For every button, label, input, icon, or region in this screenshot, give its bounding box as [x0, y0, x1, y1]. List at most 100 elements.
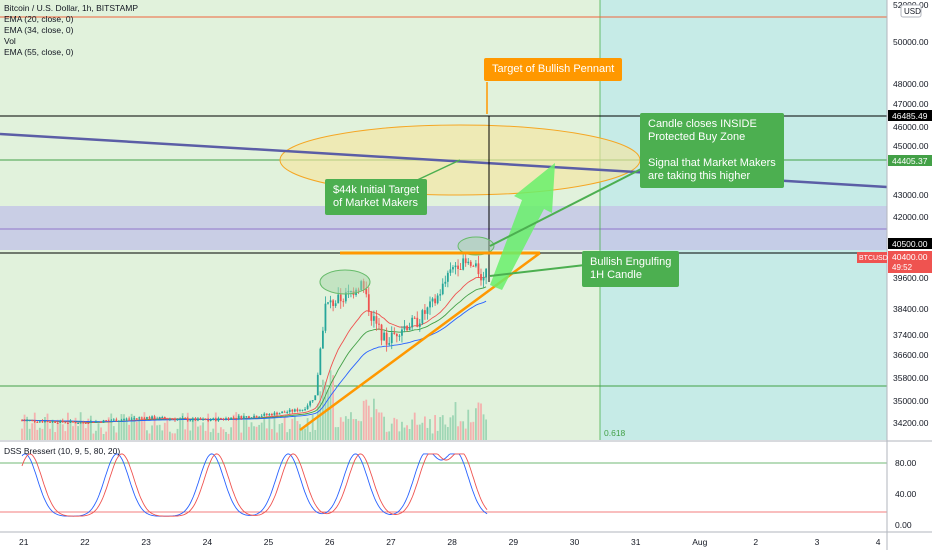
pointer-signal [489, 166, 646, 247]
tag-40500: 40500.00 [892, 239, 928, 249]
candle-body [140, 417, 143, 419]
price-tick-label: 35800.00 [893, 373, 929, 383]
candle-body [469, 261, 472, 266]
candle-body [413, 317, 416, 319]
volume-bar [306, 418, 309, 440]
dss-tick-label: 40.00 [895, 489, 917, 499]
pointer-engulfing [489, 264, 586, 277]
ema34-legend[interactable]: EMA (34, close, 0) [4, 25, 74, 35]
volume-bar [82, 423, 85, 440]
volume-bar [89, 415, 92, 440]
volume-bar [413, 412, 416, 440]
volume-bar [411, 419, 414, 440]
callout-engulfing-line1: Bullish Engulfing [590, 256, 672, 268]
candle-body [248, 416, 250, 418]
btc-price-tag-bg [888, 251, 932, 273]
candle-body [125, 418, 128, 420]
callout-bullish-engulfing[interactable]: Bullish Engulfing 1H Candle [582, 251, 680, 287]
volume-bar [357, 420, 360, 440]
candle-body [337, 294, 340, 304]
volume-bar [311, 414, 314, 440]
currency-badge-bg[interactable] [900, 4, 922, 18]
volume-bar [23, 414, 26, 440]
tag-44405-bg [888, 155, 932, 166]
candle-body [181, 417, 184, 419]
volume-bar [197, 426, 199, 440]
ema55-legend[interactable]: EMA (55, close, 0) [4, 47, 74, 57]
volume-bar [156, 425, 159, 440]
candle-body [79, 422, 82, 424]
volume-bar [383, 416, 385, 440]
price-tick-label: 36600.00 [893, 350, 929, 360]
vol-legend[interactable]: Vol [4, 36, 16, 46]
volume-bar [36, 429, 39, 440]
volume-bar [72, 426, 74, 440]
volume-bar [161, 430, 164, 440]
fib-618-label: 0.618 [604, 428, 626, 438]
candle-body [304, 409, 306, 411]
dss-legend[interactable]: DSS Bressert (10, 9, 5, 80, 20) [4, 446, 121, 456]
dss-tick-label: 0.00 [895, 520, 912, 530]
candle-body [306, 405, 309, 410]
volume-bar [378, 412, 380, 440]
candle-body [82, 422, 85, 424]
volume-bar [77, 426, 79, 440]
candle-body [237, 416, 240, 419]
tag-46485: 46485.49 [892, 111, 928, 121]
volume-bar [212, 428, 215, 440]
candle-body [222, 418, 225, 420]
tag-46485-bg [888, 110, 932, 121]
candle-body [418, 323, 421, 327]
volume-bar [406, 425, 408, 440]
candle-body [281, 411, 283, 414]
volume-bar [181, 413, 184, 440]
price-axis[interactable]: 52000.0050000.0048000.0047000.0046000.00… [893, 0, 929, 530]
candle-body [395, 334, 398, 337]
volume-bar [33, 412, 36, 440]
volume-bar [360, 421, 363, 440]
volume-bar [56, 419, 59, 440]
volume-bar [105, 431, 108, 440]
candle-body [232, 417, 235, 419]
volume-bar [31, 423, 34, 440]
candle-body [69, 421, 72, 423]
volume-bar [459, 421, 462, 440]
candle-body [207, 419, 210, 421]
candle-body [332, 300, 334, 306]
callout-bullish-pennant[interactable]: Target of Bullish Pennant [484, 58, 623, 81]
candle-body [209, 419, 212, 421]
candle-body [100, 421, 102, 423]
candle-body [388, 343, 391, 345]
candle-body [169, 418, 171, 420]
candle-body [212, 418, 215, 420]
candle-body [283, 411, 286, 413]
candle-body [59, 420, 62, 423]
ema20-legend[interactable]: EMA (20, close, 0) [4, 14, 74, 24]
candle-body [436, 295, 439, 304]
time-tick-label: 2 [753, 537, 758, 547]
volume-bar [373, 398, 375, 440]
volume-bar [237, 413, 240, 440]
callout-pennant-text: Target of Bullish Pennant [492, 63, 615, 75]
dss-oscillator [21, 453, 488, 517]
candle-body [375, 316, 378, 324]
candle-body [464, 258, 467, 264]
callout-buy-zone[interactable]: Candle closes INSIDE Protected Buy Zone … [640, 113, 784, 188]
volume-bar [171, 433, 174, 440]
candle-body [446, 272, 449, 282]
candle-body [411, 317, 414, 328]
volume-bar [95, 430, 97, 440]
candle-body [72, 421, 74, 423]
time-axis[interactable]: 21 22 23 24 25 26 27 28 29 30 31 Aug 2 3 4 [19, 537, 881, 547]
indicator-legend: Bitcoin / U.S. Dollar, 1h, BITSTAMP EMA … [4, 3, 138, 58]
callout-initial-target[interactable]: $44k Initial Target of Market Makers [325, 179, 428, 215]
candle-body [475, 263, 477, 267]
symbol-title[interactable]: Bitcoin / U.S. Dollar, 1h, BITSTAMP [4, 3, 138, 13]
volume-bar [199, 425, 202, 440]
tag-44405: 44405.37 [892, 156, 928, 166]
volume-bar [299, 424, 301, 440]
volume-bar [100, 427, 102, 440]
volume-bar [110, 413, 113, 440]
volume-bar [426, 427, 429, 440]
